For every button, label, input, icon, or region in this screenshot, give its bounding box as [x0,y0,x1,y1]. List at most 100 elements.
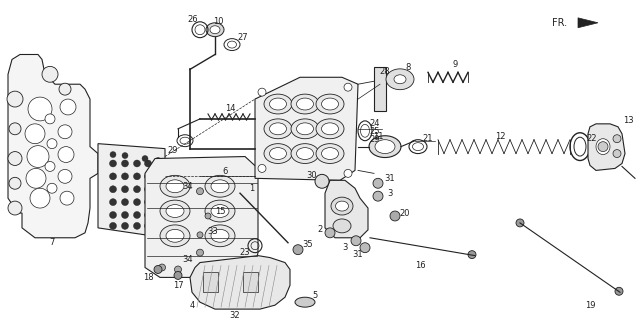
Ellipse shape [269,123,287,135]
Ellipse shape [166,204,184,218]
Text: 16: 16 [415,261,426,270]
Text: 1: 1 [250,184,255,193]
Text: 4: 4 [189,301,195,310]
Text: 18: 18 [143,273,154,282]
Ellipse shape [291,94,319,114]
Circle shape [159,264,166,271]
Circle shape [8,201,22,215]
Ellipse shape [333,219,351,233]
Circle shape [516,219,524,227]
Text: 28: 28 [380,67,390,76]
Circle shape [134,199,141,205]
Circle shape [109,199,116,205]
Circle shape [122,186,129,193]
Ellipse shape [264,94,292,114]
Text: 29: 29 [168,146,179,155]
Circle shape [174,271,182,279]
Circle shape [237,264,243,271]
Circle shape [258,164,266,172]
Ellipse shape [369,136,401,157]
Circle shape [154,222,161,229]
Circle shape [373,178,383,188]
Circle shape [58,169,72,183]
Circle shape [8,152,22,165]
Circle shape [154,186,161,193]
Circle shape [27,146,49,167]
Circle shape [45,114,55,124]
Text: 25: 25 [370,127,380,136]
Circle shape [154,266,162,274]
Circle shape [60,99,76,115]
Circle shape [122,160,129,167]
Circle shape [205,213,211,219]
Ellipse shape [205,200,235,222]
Ellipse shape [386,69,414,90]
Circle shape [155,157,161,164]
Circle shape [45,162,55,172]
Polygon shape [145,156,258,277]
Ellipse shape [160,175,190,197]
Polygon shape [98,144,165,238]
Circle shape [344,169,352,177]
Circle shape [42,66,58,82]
Text: 23: 23 [240,248,250,257]
Ellipse shape [321,123,339,135]
Text: 14: 14 [225,105,236,114]
Circle shape [598,142,608,152]
Circle shape [122,153,128,158]
Text: 19: 19 [585,301,595,310]
Ellipse shape [160,225,190,247]
Ellipse shape [264,119,292,139]
Ellipse shape [394,75,406,84]
Ellipse shape [291,119,319,139]
Circle shape [25,124,45,144]
Circle shape [122,173,129,180]
Circle shape [196,188,204,195]
Circle shape [154,212,161,219]
Text: 6: 6 [222,167,228,176]
Circle shape [325,228,335,238]
Ellipse shape [335,201,349,211]
Text: 34: 34 [182,182,193,191]
Text: 26: 26 [188,15,198,24]
Ellipse shape [264,144,292,164]
Ellipse shape [160,200,190,222]
Ellipse shape [291,144,319,164]
Ellipse shape [375,140,395,154]
Circle shape [196,249,204,256]
Circle shape [145,212,152,219]
Circle shape [134,160,141,167]
Circle shape [197,232,203,238]
Circle shape [7,91,23,107]
Circle shape [122,199,129,205]
Text: 2: 2 [317,225,323,234]
Circle shape [9,177,21,189]
Circle shape [145,173,152,180]
Circle shape [134,212,141,219]
Text: 35: 35 [303,240,314,249]
Circle shape [134,186,141,193]
Circle shape [154,199,161,205]
Ellipse shape [296,123,314,135]
Text: 29: 29 [370,135,380,144]
Text: 17: 17 [173,281,183,290]
Circle shape [390,211,400,221]
Circle shape [154,173,161,180]
Circle shape [360,243,370,253]
Ellipse shape [205,225,235,247]
Circle shape [122,212,129,219]
Polygon shape [8,54,98,238]
Text: 9: 9 [452,60,458,69]
Text: 22: 22 [587,134,597,143]
Ellipse shape [211,204,229,218]
Text: 5: 5 [312,291,317,300]
Circle shape [248,260,255,267]
Ellipse shape [206,23,224,37]
Ellipse shape [331,197,353,215]
Circle shape [293,245,303,255]
Circle shape [60,191,74,205]
Circle shape [613,150,621,157]
Text: 8: 8 [405,63,411,72]
Ellipse shape [166,180,184,193]
Circle shape [109,186,116,193]
